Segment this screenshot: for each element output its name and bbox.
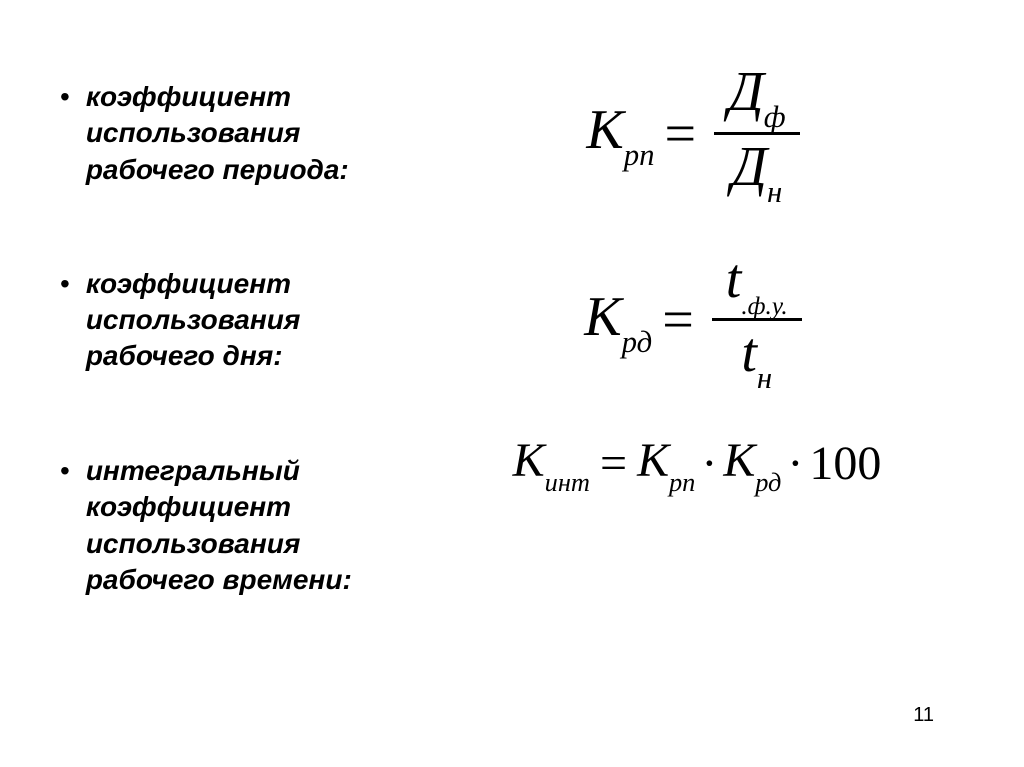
row-3: • интегральный коэффициент использования…	[60, 433, 994, 599]
f1-num-base: Д	[728, 61, 764, 123]
f3-lhs: Kинт	[513, 433, 590, 494]
bullet-2-col: • коэффициент использования рабочего дня…	[60, 266, 400, 375]
row-2: • коэффициент использования рабочего дня…	[60, 247, 994, 393]
f1-num: Дф	[714, 60, 800, 135]
f3-const: 100	[809, 436, 881, 491]
bullet-1: • коэффициент использования рабочего пер…	[60, 79, 390, 188]
f2-eq: =	[662, 288, 694, 352]
slide: • коэффициент использования рабочего пер…	[0, 0, 1024, 767]
f2-den-sub: н	[757, 361, 772, 395]
bullet-1-col: • коэффициент использования рабочего пер…	[60, 79, 400, 188]
f3-term1: Крп	[637, 433, 695, 494]
bullet-text-1: коэффициент использования рабочего перио…	[86, 79, 390, 188]
formula-2: Kрд = t.ф.у. tн	[400, 247, 994, 393]
f3-dot1: ·	[701, 436, 717, 491]
f2-num: t.ф.у.	[712, 247, 802, 321]
f3-dot2: ·	[787, 436, 803, 491]
formula-3: Kинт = Крп · Крд · 100	[400, 433, 994, 494]
f2-lhs-base: K	[584, 286, 621, 348]
bullet-3: • интегральный коэффициент использования…	[60, 453, 390, 599]
f2-lhs: Kрд	[584, 285, 652, 355]
f3-lhs-base: K	[513, 434, 545, 487]
f2-num-base: t	[726, 248, 742, 310]
f3-t1-base: К	[637, 434, 669, 487]
f3-lhs-sub: инт	[545, 467, 590, 497]
page-number: 11	[913, 704, 934, 727]
f1-den: Дн	[714, 135, 800, 207]
f3-t2-base: К	[723, 434, 755, 487]
f3-eq: =	[600, 436, 627, 491]
bullet-2: • коэффициент использования рабочего дня…	[60, 266, 390, 375]
bullet-mark-1: •	[60, 79, 70, 115]
row-1: • коэффициент использования рабочего пер…	[60, 60, 994, 207]
f1-lhs: Kрп	[586, 98, 654, 168]
bullet-3-col: • интегральный коэффициент использования…	[60, 433, 400, 599]
f1-den-sub: н	[767, 175, 782, 209]
bullet-text-3: интегральный коэффициент использования р…	[86, 453, 390, 599]
f1-den-base: Д	[731, 136, 767, 198]
bullet-mark-2: •	[60, 266, 70, 302]
bullet-mark-3: •	[60, 453, 70, 489]
formula-1: Kрп = Дф Дн	[400, 60, 994, 207]
f3-term2: Крд	[723, 433, 781, 494]
f2-den: tн	[712, 321, 802, 393]
f1-lhs-sub: рп	[624, 138, 655, 172]
f1-num-sub: ф	[764, 100, 786, 134]
f2-lhs-sub: рд	[622, 325, 653, 359]
f2-num-sub: .ф.у.	[741, 293, 787, 320]
f1-lhs-base: K	[586, 99, 623, 161]
f1-fraction: Дф Дн	[714, 60, 800, 207]
f1-eq: =	[665, 102, 697, 166]
f3-t1-sub: рп	[669, 467, 695, 497]
bullet-text-2: коэффициент использования рабочего дня:	[86, 266, 390, 375]
f2-den-base: t	[741, 322, 757, 384]
f2-fraction: t.ф.у. tн	[712, 247, 802, 393]
f3-t2-sub: рд	[755, 467, 781, 497]
